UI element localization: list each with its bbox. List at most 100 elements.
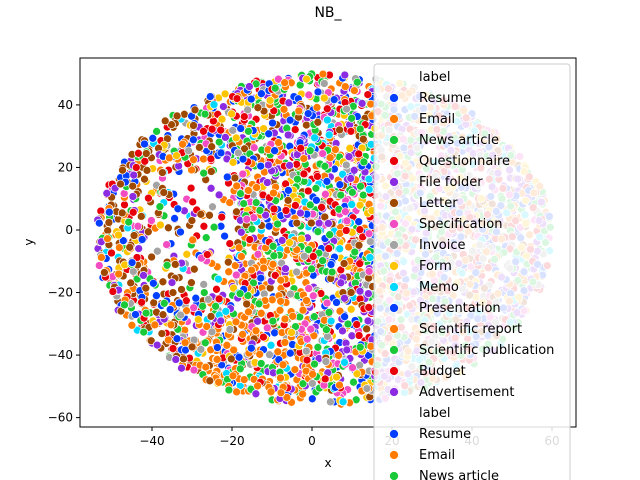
scatter-point xyxy=(356,181,365,191)
scatter-point xyxy=(354,149,364,159)
scatter-point xyxy=(158,168,167,177)
scatter-point xyxy=(205,92,215,101)
scatter-point xyxy=(180,109,189,119)
scatter-point xyxy=(291,201,300,210)
scatter-point xyxy=(319,93,329,103)
scatter-point xyxy=(232,207,241,217)
scatter-point xyxy=(207,142,217,152)
legend-label: News article xyxy=(419,469,499,480)
scatter-point xyxy=(134,148,143,158)
scatter-point xyxy=(292,218,302,228)
scatter-point xyxy=(346,288,356,297)
scatter-point xyxy=(128,207,138,217)
scatter-point xyxy=(147,252,156,262)
y-axis-ticks: −60 −40 −20 0 20 40 xyxy=(48,98,80,425)
legend-marker xyxy=(389,429,399,439)
scatter-point xyxy=(156,220,165,230)
scatter-point xyxy=(177,363,186,373)
scatter-point xyxy=(283,130,293,140)
scatter-point xyxy=(247,224,257,234)
legend-marker xyxy=(389,261,399,271)
scatter-point xyxy=(302,74,311,84)
scatter-point xyxy=(239,199,249,208)
scatter-point xyxy=(173,204,183,214)
scatter-point xyxy=(206,312,216,321)
scatter-point xyxy=(189,121,198,130)
scatter-point xyxy=(253,381,262,391)
scatter-point xyxy=(118,236,128,246)
scatter-point xyxy=(255,349,265,359)
scatter-point xyxy=(342,216,352,226)
scatter-point xyxy=(187,165,196,175)
scatter-point xyxy=(198,301,207,311)
legend-label: Budget xyxy=(419,364,466,379)
scatter-point xyxy=(150,320,160,330)
scatter-point xyxy=(286,289,295,299)
scatter-point xyxy=(287,328,296,337)
scatter-point xyxy=(143,227,153,237)
scatter-point xyxy=(354,240,364,250)
scatter-point xyxy=(365,253,375,262)
scatter-point xyxy=(242,214,252,224)
scatter-point xyxy=(237,252,246,261)
scatter-point xyxy=(247,265,256,275)
scatter-point xyxy=(239,112,249,121)
scatter-point xyxy=(299,251,309,261)
scatter-point xyxy=(340,312,349,322)
scatter-point xyxy=(274,138,283,147)
scatter-point xyxy=(176,227,185,237)
legend-marker xyxy=(389,387,399,397)
scatter-point xyxy=(187,278,196,288)
scatter-point xyxy=(358,134,368,144)
scatter-point xyxy=(227,109,236,119)
scatter-point xyxy=(172,151,181,161)
scatter-point xyxy=(252,183,261,192)
scatter-point xyxy=(331,145,340,154)
scatter-point xyxy=(162,240,171,249)
scatter-point xyxy=(206,167,216,176)
scatter-point xyxy=(326,397,335,407)
scatter-point xyxy=(321,189,330,199)
legend-label: Email xyxy=(419,112,455,127)
scatter-point xyxy=(327,267,337,277)
scatter-point xyxy=(196,209,206,219)
scatter-point xyxy=(262,323,272,333)
scatter-point xyxy=(94,261,104,270)
scatter-point xyxy=(253,249,263,259)
scatter-point xyxy=(184,146,193,156)
scatter-point xyxy=(352,320,362,329)
scatter-point xyxy=(269,204,279,214)
scatter-point xyxy=(299,169,309,179)
scatter-point xyxy=(238,330,247,339)
scatter-point xyxy=(302,296,311,305)
scatter-point xyxy=(155,202,165,212)
y-tick-label: 40 xyxy=(58,98,73,112)
legend-label: Advertisement xyxy=(419,385,514,400)
scatter-point xyxy=(281,264,290,274)
scatter-point xyxy=(364,229,374,239)
scatter-point xyxy=(264,129,274,139)
scatter-point xyxy=(269,251,279,261)
legend-label: Resume xyxy=(419,91,471,106)
scatter-point xyxy=(149,278,158,288)
scatter-point xyxy=(332,298,341,307)
legend-label: File folder xyxy=(419,175,483,190)
scatter-point xyxy=(276,373,285,383)
scatter-point xyxy=(340,70,350,80)
scatter-point xyxy=(147,216,156,225)
scatter-point xyxy=(261,210,270,220)
scatter-point xyxy=(225,239,235,248)
scatter-point xyxy=(326,316,336,326)
scatter-point xyxy=(224,267,234,277)
scatter-point xyxy=(231,133,241,143)
scatter-point xyxy=(141,149,151,158)
scatter-point xyxy=(310,133,319,143)
legend-label: Specification xyxy=(419,217,502,232)
x-tick-label: −40 xyxy=(139,434,164,448)
scatter-point xyxy=(114,230,123,240)
scatter-point xyxy=(212,284,221,294)
scatter-point xyxy=(160,116,170,126)
scatter-point xyxy=(341,160,351,170)
legend-box xyxy=(373,63,571,480)
scatter-point xyxy=(335,125,344,135)
